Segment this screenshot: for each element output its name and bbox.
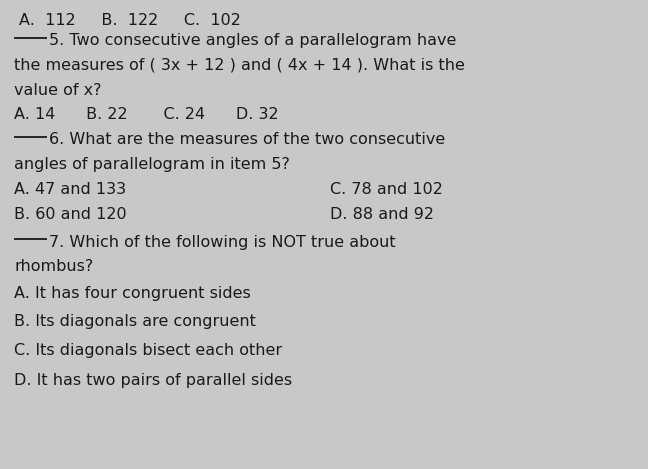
Text: D. It has two pairs of parallel sides: D. It has two pairs of parallel sides xyxy=(14,373,292,388)
Text: 6. What are the measures of the two consecutive: 6. What are the measures of the two cons… xyxy=(49,132,445,147)
Text: 7. Which of the following is NOT true about: 7. Which of the following is NOT true ab… xyxy=(49,234,395,250)
Text: C. Its diagonals bisect each other: C. Its diagonals bisect each other xyxy=(14,343,283,358)
Text: C. 78 and 102: C. 78 and 102 xyxy=(330,182,443,197)
Text: A. 47 and 133: A. 47 and 133 xyxy=(14,182,126,197)
Text: the measures of ( 3x + 12 ) and ( 4x + 14 ). What is the: the measures of ( 3x + 12 ) and ( 4x + 1… xyxy=(14,58,465,73)
Text: A.  112     B.  122     C.  102: A. 112 B. 122 C. 102 xyxy=(19,13,241,28)
Text: B. 60 and 120: B. 60 and 120 xyxy=(14,207,127,222)
Text: value of x?: value of x? xyxy=(14,83,102,98)
Text: A. 14      B. 22       C. 24      D. 32: A. 14 B. 22 C. 24 D. 32 xyxy=(14,107,279,122)
Text: 5. Two consecutive angles of a parallelogram have: 5. Two consecutive angles of a parallelo… xyxy=(49,33,456,48)
Text: angles of parallelogram in item 5?: angles of parallelogram in item 5? xyxy=(14,157,290,172)
Text: rhombus?: rhombus? xyxy=(14,259,93,274)
Text: D. 88 and 92: D. 88 and 92 xyxy=(330,207,434,222)
Text: A. It has four congruent sides: A. It has four congruent sides xyxy=(14,286,251,301)
Text: B. Its diagonals are congruent: B. Its diagonals are congruent xyxy=(14,314,256,329)
